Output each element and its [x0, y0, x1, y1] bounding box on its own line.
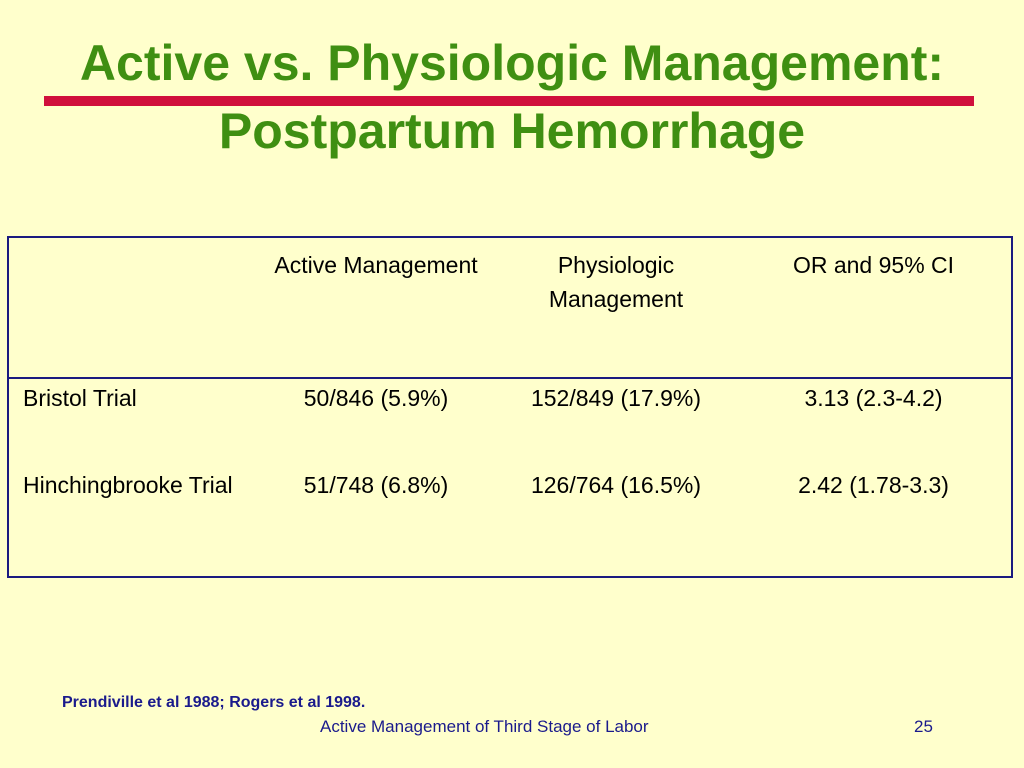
citation-text: Prendiville et al 1988; Rogers et al 199… [62, 694, 366, 711]
table-row-active: 51/748 (6.8%) [303, 472, 449, 498]
table-row-physiologic: 152/849 (17.9%) [530, 385, 702, 411]
table-row-physiologic: 126/764 (16.5%) [530, 472, 702, 498]
slide-title-line-2: Postpartum Hemorrhage [218, 103, 806, 159]
table-row-or-ci: 2.42 (1.78-3.3) [798, 472, 949, 498]
title-underline-rule [44, 96, 974, 106]
slide-title-line-1: Active vs. Physiologic Management: [79, 35, 945, 91]
table-row-or-ci: 3.13 (2.3-4.2) [804, 385, 943, 411]
footer-text: Active Management of Third Stage of Labo… [320, 717, 649, 736]
header-cell-or-ci: OR and 95% CI [792, 252, 955, 278]
header-cell-active: Active Management [274, 252, 478, 278]
table-row-active: 50/846 (5.9%) [303, 385, 449, 411]
page-number: 25 [914, 717, 933, 736]
results-table: Active Management Physiologic Management… [7, 236, 1013, 578]
table-row-trial: Bristol Trial [23, 385, 137, 411]
header-divider [9, 377, 1011, 379]
header-cell-physiologic: Physiologic Management [548, 252, 684, 312]
table-row-trial: Hinchingbrooke Trial [23, 472, 233, 498]
